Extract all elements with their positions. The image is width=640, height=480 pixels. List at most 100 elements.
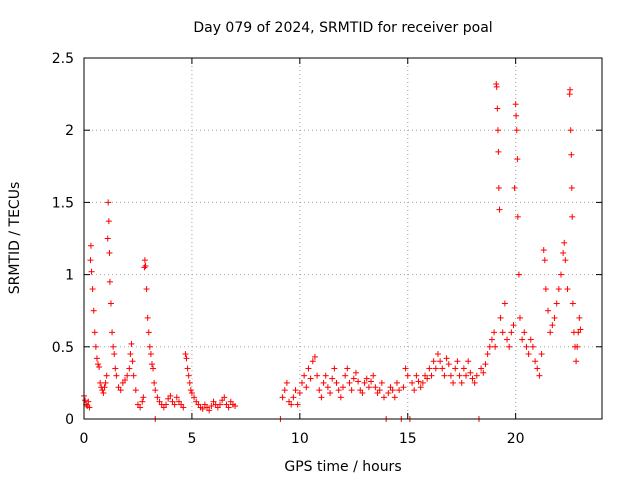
data-point (393, 379, 400, 386)
y-axis-label: SRMTID / TECUs (7, 182, 23, 295)
data-point (154, 394, 161, 401)
data-point (454, 358, 461, 365)
data-point (496, 206, 503, 213)
data-point (109, 329, 116, 336)
data-point (139, 398, 146, 405)
data-point (112, 365, 119, 372)
data-point (541, 257, 548, 264)
data-point (96, 364, 103, 371)
data-point (89, 286, 96, 293)
data-point (206, 407, 213, 414)
data-point (437, 358, 444, 365)
data-point (540, 247, 547, 254)
data-point (208, 403, 215, 410)
data-point (551, 314, 558, 321)
data-point (527, 336, 534, 343)
data-point (529, 343, 536, 350)
data-point (320, 379, 327, 386)
points-layer (81, 80, 584, 422)
data-point (538, 351, 545, 358)
data-point (501, 300, 508, 307)
data-point (180, 404, 187, 411)
data-point (574, 343, 581, 350)
data-point (290, 394, 297, 401)
data-point (146, 343, 153, 350)
data-point (294, 401, 301, 408)
data-point (411, 387, 418, 394)
data-point (182, 351, 189, 358)
data-point (122, 377, 129, 384)
data-point (415, 378, 422, 385)
data-point (126, 365, 133, 372)
data-point (335, 387, 342, 394)
data-point (463, 372, 470, 379)
data-point (514, 156, 521, 163)
data-point (105, 218, 112, 225)
data-point (513, 112, 520, 119)
data-point (128, 340, 135, 347)
data-point (553, 300, 560, 307)
plot-frame (83, 57, 603, 420)
data-point (183, 355, 190, 362)
data-point (141, 264, 148, 271)
data-point (561, 239, 568, 246)
data-point (361, 379, 368, 386)
data-point (340, 384, 346, 391)
data-point (307, 375, 314, 382)
data-point (88, 268, 95, 275)
data-point (404, 372, 411, 379)
data-point (506, 343, 513, 350)
data-point (536, 372, 543, 379)
data-point (545, 307, 552, 314)
data-point (137, 404, 144, 411)
data-point (355, 378, 362, 385)
data-point (460, 365, 467, 372)
data-point (279, 394, 286, 401)
data-point (151, 379, 158, 386)
data-point (432, 365, 439, 372)
data-point (456, 372, 463, 379)
data-point (106, 249, 113, 256)
y-tick-label: 0.5 (52, 340, 74, 356)
data-point (322, 372, 329, 379)
data-point (191, 394, 198, 401)
data-point (493, 83, 500, 90)
data-point (417, 384, 424, 391)
data-point (439, 365, 446, 372)
data-point (145, 329, 152, 336)
data-point (480, 369, 487, 376)
data-point (452, 365, 459, 372)
data-point (298, 379, 305, 386)
data-point (513, 127, 520, 134)
data-point (324, 384, 331, 391)
data-point (187, 387, 194, 394)
data-point (106, 278, 113, 285)
data-point (413, 372, 420, 379)
data-point (314, 372, 321, 379)
data-point (567, 86, 574, 93)
data-point (516, 314, 523, 321)
data-point (497, 314, 504, 321)
grid-layer (84, 58, 602, 419)
data-point (331, 365, 338, 372)
data-point (471, 379, 478, 386)
data-point (469, 375, 476, 382)
data-point (447, 372, 454, 379)
data-point (309, 358, 316, 365)
data-point (296, 390, 303, 397)
data-point (95, 361, 102, 368)
data-point (303, 384, 310, 391)
data-point (346, 379, 353, 386)
data-point (316, 387, 323, 394)
data-point (434, 351, 441, 358)
data-point (318, 394, 325, 401)
data-point (221, 394, 228, 401)
data-point (188, 390, 195, 397)
data-point (365, 384, 372, 391)
data-point (560, 249, 567, 256)
data-point (428, 372, 435, 379)
data-point (199, 405, 206, 412)
data-point (495, 184, 502, 191)
data-point (370, 372, 377, 379)
data-point (391, 394, 398, 401)
